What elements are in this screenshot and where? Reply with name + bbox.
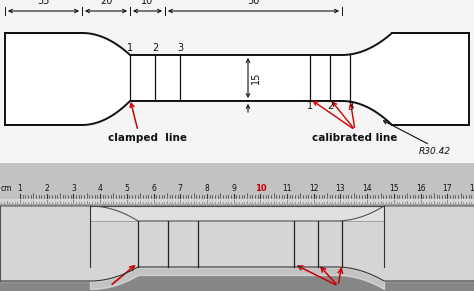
Text: 12: 12 bbox=[309, 184, 319, 194]
Polygon shape bbox=[5, 33, 469, 125]
Text: 1: 1 bbox=[127, 43, 133, 53]
Text: clamped  line: clamped line bbox=[109, 133, 188, 143]
Text: 16: 16 bbox=[416, 184, 425, 194]
Text: 2: 2 bbox=[152, 43, 158, 53]
Text: 3: 3 bbox=[347, 102, 353, 111]
Text: R30.42: R30.42 bbox=[419, 147, 451, 156]
Text: 14: 14 bbox=[362, 184, 372, 194]
Text: 17: 17 bbox=[443, 184, 452, 194]
Text: 5: 5 bbox=[124, 184, 129, 194]
Text: cm: cm bbox=[0, 184, 12, 194]
Text: 13: 13 bbox=[336, 184, 345, 194]
Text: 18: 18 bbox=[469, 184, 474, 194]
Text: 15: 15 bbox=[389, 184, 399, 194]
Text: 1: 1 bbox=[307, 101, 313, 111]
Text: 3: 3 bbox=[71, 184, 76, 194]
Text: 20: 20 bbox=[100, 0, 112, 6]
Text: 9: 9 bbox=[231, 184, 236, 194]
Text: calibrated line: calibrated line bbox=[312, 133, 398, 143]
Text: 7: 7 bbox=[178, 184, 182, 194]
Text: 50: 50 bbox=[247, 0, 260, 6]
Text: 11: 11 bbox=[283, 184, 292, 194]
Text: 1: 1 bbox=[18, 184, 22, 194]
Text: 6: 6 bbox=[151, 184, 156, 194]
Text: 2: 2 bbox=[45, 184, 49, 194]
Text: 2: 2 bbox=[327, 101, 333, 111]
Text: 15: 15 bbox=[251, 72, 261, 84]
Text: 4: 4 bbox=[98, 184, 102, 194]
Text: 3: 3 bbox=[177, 43, 183, 53]
Text: 35: 35 bbox=[37, 0, 50, 6]
Polygon shape bbox=[0, 206, 474, 281]
Text: 10: 10 bbox=[141, 0, 154, 6]
Text: 10: 10 bbox=[255, 184, 266, 194]
Text: 8: 8 bbox=[205, 184, 210, 194]
